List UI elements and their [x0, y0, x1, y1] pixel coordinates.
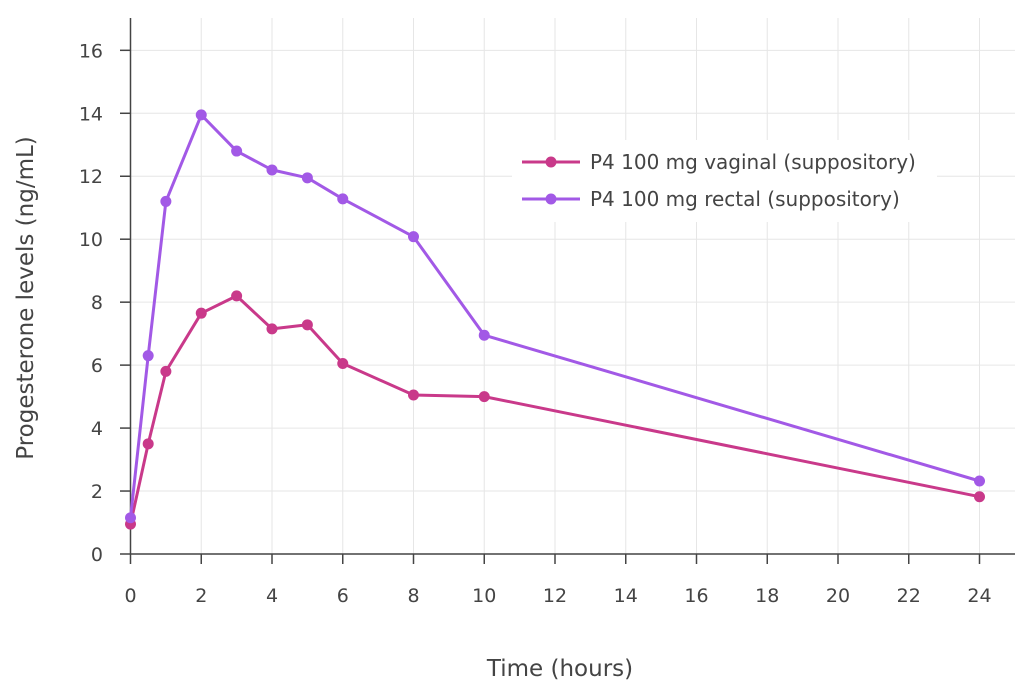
data-point	[266, 323, 278, 335]
y-tick-label: 8	[91, 292, 103, 314]
x-tick-label: 6	[337, 585, 349, 607]
series-1	[125, 109, 985, 524]
x-tick-label: 10	[472, 585, 496, 607]
data-point	[195, 307, 207, 319]
data-point	[301, 172, 313, 184]
series-0	[125, 290, 985, 530]
x-tick-label: 0	[124, 585, 136, 607]
legend: P4 100 mg vaginal (suppository) P4 100 mg…	[512, 140, 937, 222]
y-tick-label: 4	[91, 418, 103, 440]
x-tick-label: 2	[195, 585, 207, 607]
y-tick-label: 2	[91, 481, 103, 503]
data-point	[478, 329, 490, 341]
data-point	[337, 193, 349, 205]
legend-background	[512, 140, 937, 222]
legend-label: P4 100 mg vaginal (suppository)	[590, 150, 916, 174]
data-point	[231, 145, 243, 157]
data-point	[974, 491, 985, 503]
x-axis-title: Time (hours)	[486, 656, 633, 682]
data-point	[231, 290, 243, 302]
grid	[130, 18, 1015, 554]
data-point	[478, 391, 490, 403]
y-tick-label: 10	[79, 229, 103, 251]
data-point	[160, 195, 172, 207]
legend-swatch-marker	[545, 156, 557, 168]
data-point	[974, 475, 985, 487]
data-point	[195, 109, 207, 121]
legend-label: P4 100 mg rectal (suppository)	[590, 187, 900, 211]
y-tick-label: 0	[91, 544, 103, 566]
legend-swatch-marker	[545, 193, 557, 205]
y-tick-label: 16	[79, 40, 103, 62]
x-tick-label: 8	[407, 585, 419, 607]
x-tick-label: 14	[614, 585, 638, 607]
data-point	[142, 438, 154, 450]
x-tick-label: 4	[266, 585, 278, 607]
x-tick-label: 24	[967, 585, 991, 607]
x-tick-label: 12	[543, 585, 567, 607]
data-point	[266, 164, 278, 176]
data-point	[408, 389, 419, 401]
x-tick-label: 18	[755, 585, 779, 607]
x-tick-label: 16	[684, 585, 708, 607]
y-tick-label: 14	[79, 103, 103, 125]
x-tick-label: 22	[897, 585, 921, 607]
data-point	[125, 512, 136, 524]
y-tick-label: 12	[79, 166, 103, 188]
series-layer	[125, 109, 985, 530]
y-axis-title: Progesterone levels (ng/mL)	[13, 136, 39, 460]
data-point	[160, 365, 172, 377]
data-point	[301, 319, 313, 331]
y-tick-label: 6	[91, 355, 103, 377]
data-point	[142, 350, 154, 362]
data-point	[337, 358, 349, 370]
data-point	[408, 231, 419, 243]
x-tick-label: 20	[826, 585, 850, 607]
